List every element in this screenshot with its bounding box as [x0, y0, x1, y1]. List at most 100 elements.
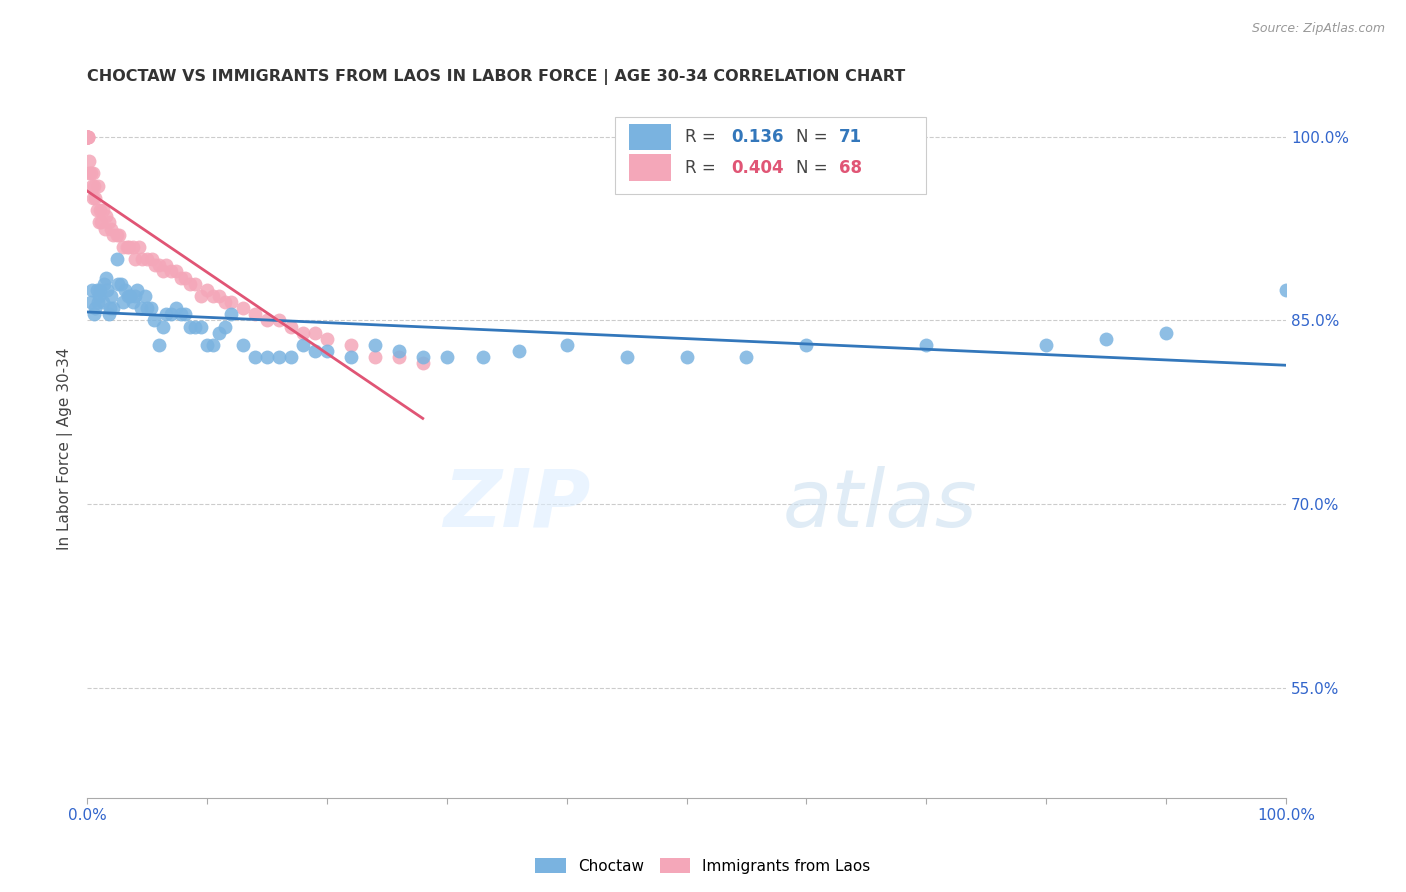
Point — [555, 338, 578, 352]
Legend: Choctaw, Immigrants from Laos: Choctaw, Immigrants from Laos — [529, 852, 877, 880]
Point — [364, 350, 387, 364]
Point — [79, 166, 101, 180]
Point — [165, 301, 187, 315]
Point — [508, 344, 530, 359]
Point — [184, 277, 207, 291]
Point — [76, 129, 98, 144]
Point — [91, 203, 114, 218]
Point — [129, 301, 152, 315]
Point — [89, 283, 111, 297]
Point — [243, 307, 266, 321]
Point — [112, 295, 135, 310]
Point — [105, 252, 128, 267]
Point — [100, 221, 122, 235]
Point — [412, 350, 434, 364]
Point — [124, 252, 146, 267]
Point — [152, 319, 174, 334]
Point — [304, 344, 326, 359]
Point — [179, 277, 201, 291]
Point — [1154, 326, 1177, 340]
Point — [127, 283, 149, 297]
Point — [141, 252, 163, 267]
Point — [315, 344, 337, 359]
Point — [436, 350, 458, 364]
Point — [412, 356, 434, 370]
Text: ZIP: ZIP — [443, 466, 591, 544]
FancyBboxPatch shape — [628, 124, 671, 150]
Point — [103, 301, 125, 315]
Point — [243, 350, 266, 364]
Point — [735, 350, 758, 364]
Point — [280, 319, 302, 334]
Point — [796, 338, 818, 352]
Point — [108, 227, 131, 242]
Point — [76, 129, 98, 144]
Point — [201, 289, 224, 303]
Point — [190, 319, 212, 334]
Point — [76, 129, 98, 144]
Point — [91, 295, 114, 310]
Point — [93, 277, 115, 291]
Point — [114, 283, 136, 297]
Point — [83, 307, 105, 321]
Point — [79, 154, 101, 169]
Point — [76, 129, 98, 144]
Point — [340, 350, 363, 364]
Point — [208, 326, 231, 340]
Point — [87, 215, 110, 229]
Point — [165, 264, 187, 278]
Point — [179, 319, 201, 334]
Point — [340, 338, 363, 352]
Point — [94, 221, 117, 235]
Point — [87, 289, 110, 303]
Point — [84, 301, 107, 315]
Point — [96, 283, 118, 297]
Point — [155, 307, 177, 321]
FancyBboxPatch shape — [614, 118, 927, 194]
Point — [134, 289, 156, 303]
Point — [388, 350, 411, 364]
Text: 68: 68 — [839, 159, 862, 177]
Point — [76, 129, 98, 144]
Text: N =: N = — [796, 128, 832, 146]
Point — [232, 301, 254, 315]
Point — [174, 270, 197, 285]
Point — [76, 129, 98, 144]
Point — [115, 240, 138, 254]
Point — [208, 289, 231, 303]
Point — [128, 240, 150, 254]
Point — [1275, 283, 1298, 297]
Point — [184, 319, 207, 334]
Point — [388, 344, 411, 359]
Point — [915, 338, 938, 352]
Text: N =: N = — [796, 159, 832, 177]
Point — [148, 338, 170, 352]
Point — [256, 313, 278, 327]
Point — [675, 350, 697, 364]
Point — [87, 295, 110, 310]
Y-axis label: In Labor Force | Age 30-34: In Labor Force | Age 30-34 — [58, 348, 73, 550]
Point — [169, 307, 191, 321]
Point — [87, 178, 110, 193]
Point — [76, 129, 98, 144]
Point — [280, 350, 302, 364]
Point — [174, 307, 197, 321]
Point — [80, 283, 103, 297]
Point — [79, 295, 101, 310]
Point — [136, 301, 159, 315]
Point — [190, 289, 212, 303]
Point — [84, 191, 107, 205]
Point — [121, 240, 143, 254]
Point — [89, 203, 111, 218]
Point — [100, 289, 122, 303]
Point — [148, 258, 170, 272]
Point — [79, 166, 101, 180]
Text: atlas: atlas — [782, 466, 977, 544]
Text: R =: R = — [685, 128, 721, 146]
Text: 71: 71 — [839, 128, 862, 146]
Point — [120, 289, 142, 303]
Point — [90, 215, 112, 229]
Point — [315, 332, 337, 346]
Point — [131, 252, 153, 267]
Point — [107, 277, 129, 291]
